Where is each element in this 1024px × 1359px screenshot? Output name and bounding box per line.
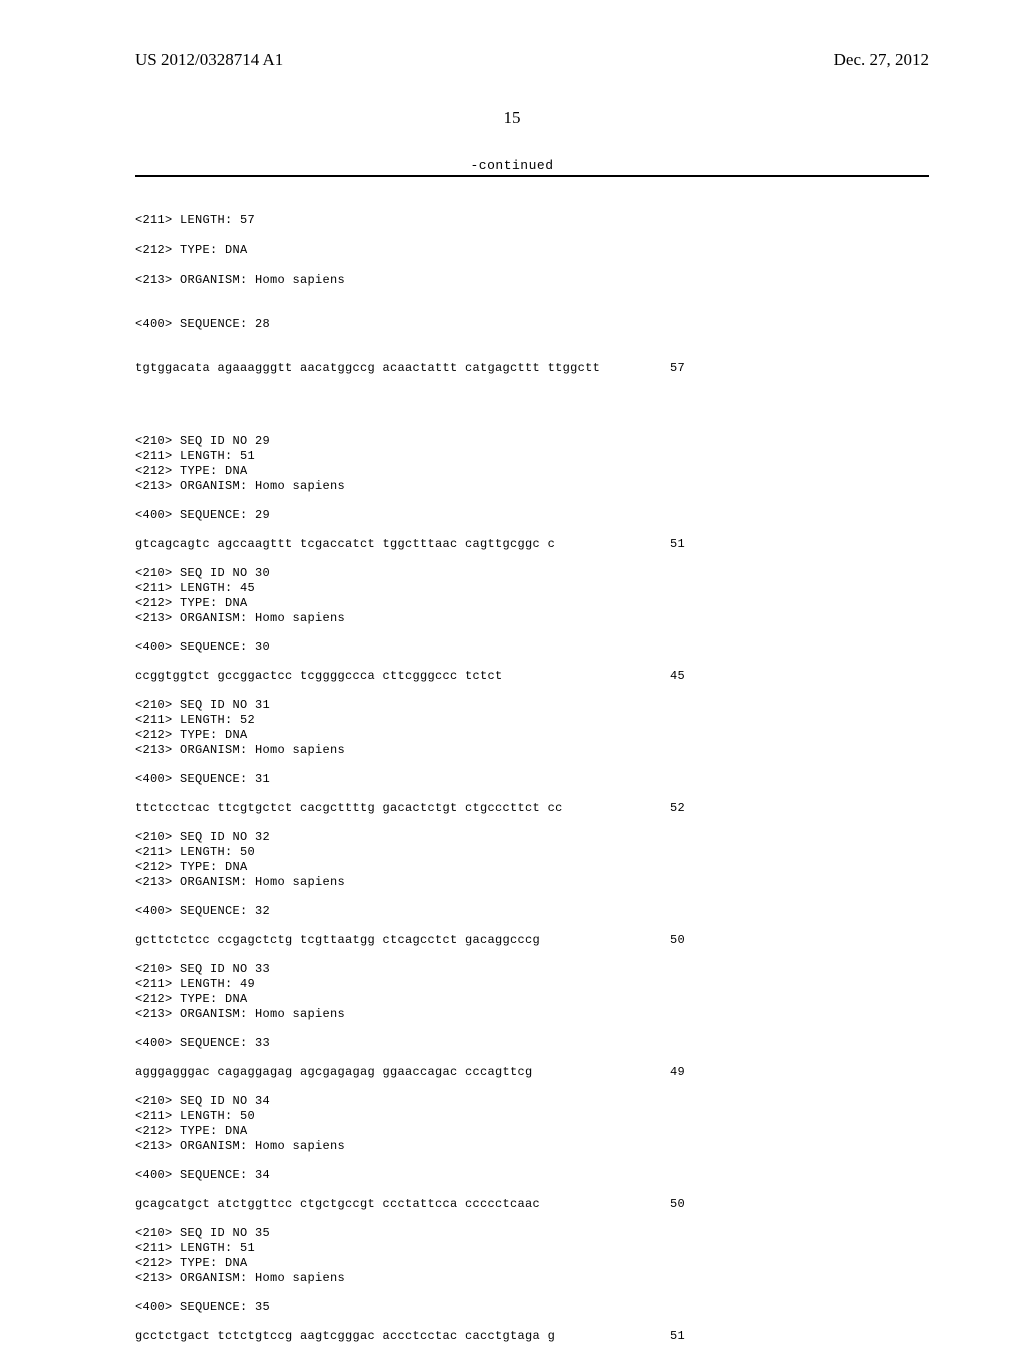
- seq-label: <400> SEQUENCE: 32: [135, 904, 929, 919]
- seq-data-line: tgtggacata agaaagggtt aacatggccg acaacta…: [135, 361, 695, 376]
- seq-data-line: gcagcatgct atctggttcc ctgctgccgt ccctatt…: [135, 1197, 695, 1212]
- page-header: US 2012/0328714 A1 Dec. 27, 2012: [0, 0, 1024, 70]
- seq-label: <400> SEQUENCE: 31: [135, 772, 929, 787]
- seq-meta-line: <210> SEQ ID NO 29: [135, 434, 929, 449]
- seq-meta-line: <213> ORGANISM: Homo sapiens: [135, 1139, 929, 1154]
- continued-label: -continued: [0, 158, 1024, 173]
- seq-meta-line: <213> ORGANISM: Homo sapiens: [135, 875, 929, 890]
- seq-label: <400> SEQUENCE: 33: [135, 1036, 929, 1051]
- seq-text: tgtggacata agaaagggtt aacatggccg acaacta…: [135, 361, 600, 376]
- page-number: 15: [0, 108, 1024, 128]
- seq-meta-line: <211> LENGTH: 57: [135, 213, 929, 228]
- seq-data-line: ccggtggtct gccggactcc tcggggccca cttcggg…: [135, 669, 695, 684]
- seq-meta-line: <210> SEQ ID NO 34: [135, 1094, 929, 1109]
- seq-meta-line: <212> TYPE: DNA: [135, 596, 929, 611]
- seq-meta-line: <212> TYPE: DNA: [135, 992, 929, 1007]
- seq-label: <400> SEQUENCE: 35: [135, 1300, 929, 1315]
- seq-meta-line: <210> SEQ ID NO 32: [135, 830, 929, 845]
- sequence-block: <210> SEQ ID NO 29<211> LENGTH: 51<212> …: [135, 434, 929, 552]
- seq-length: 45: [670, 669, 695, 684]
- seq-text: agggagggac cagaggagag agcgagagag ggaacca…: [135, 1065, 533, 1080]
- seq-length: 51: [670, 537, 695, 552]
- seq-meta-line: <212> TYPE: DNA: [135, 464, 929, 479]
- seq-text: gcttctctcc ccgagctctg tcgttaatgg ctcagcc…: [135, 933, 540, 948]
- publication-number: US 2012/0328714 A1: [135, 50, 283, 70]
- sequence-block: <210> SEQ ID NO 32<211> LENGTH: 50<212> …: [135, 830, 929, 948]
- sequence-listing: <211> LENGTH: 57 <212> TYPE: DNA <213> O…: [0, 177, 1024, 1359]
- seq-meta-line: <213> ORGANISM: Homo sapiens: [135, 743, 929, 758]
- seq-meta-line: <211> LENGTH: 52: [135, 713, 929, 728]
- seq-meta-line: <211> LENGTH: 49: [135, 977, 929, 992]
- seq-text: gcagcatgct atctggttcc ctgctgccgt ccctatt…: [135, 1197, 540, 1212]
- seq-meta-line: <212> TYPE: DNA: [135, 860, 929, 875]
- seq-length: 57: [670, 361, 695, 376]
- seq-meta-line: <213> ORGANISM: Homo sapiens: [135, 1271, 929, 1286]
- seq-length: 52: [670, 801, 695, 816]
- seq-meta-line: <213> ORGANISM: Homo sapiens: [135, 611, 929, 626]
- seq-meta-line: <211> LENGTH: 50: [135, 845, 929, 860]
- seq-meta-line: <212> TYPE: DNA: [135, 1124, 929, 1139]
- sequence-block: <210> SEQ ID NO 33<211> LENGTH: 49<212> …: [135, 962, 929, 1080]
- sequence-block: <210> SEQ ID NO 31<211> LENGTH: 52<212> …: [135, 698, 929, 816]
- seq-length: 51: [670, 1329, 695, 1344]
- seq-data-line: gcttctctcc ccgagctctg tcgttaatgg ctcagcc…: [135, 933, 695, 948]
- seq-label: <400> SEQUENCE: 29: [135, 508, 929, 523]
- seq-meta-line: <211> LENGTH: 45: [135, 581, 929, 596]
- sequence-block: <210> SEQ ID NO 35<211> LENGTH: 51<212> …: [135, 1226, 929, 1344]
- seq-data-line: agggagggac cagaggagag agcgagagag ggaacca…: [135, 1065, 695, 1080]
- seq-data-line: gcctctgact tctctgtccg aagtcgggac accctcc…: [135, 1329, 695, 1344]
- seq-label: <400> SEQUENCE: 30: [135, 640, 929, 655]
- seq-length: 50: [670, 1197, 695, 1212]
- seq-length: 50: [670, 933, 695, 948]
- seq-label: <400> SEQUENCE: 28: [135, 317, 929, 332]
- seq-text: gcctctgact tctctgtccg aagtcgggac accctcc…: [135, 1329, 555, 1344]
- seq-label: <400> SEQUENCE: 34: [135, 1168, 929, 1183]
- sequence-block-28-tail: <211> LENGTH: 57 <212> TYPE: DNA <213> O…: [135, 198, 929, 405]
- seq-meta-line: <212> TYPE: DNA: [135, 728, 929, 743]
- seq-meta-line: <211> LENGTH: 51: [135, 1241, 929, 1256]
- seq-meta-line: <213> ORGANISM: Homo sapiens: [135, 273, 929, 288]
- seq-meta-line: <210> SEQ ID NO 30: [135, 566, 929, 581]
- seq-meta-line: <212> TYPE: DNA: [135, 243, 929, 258]
- publication-date: Dec. 27, 2012: [834, 50, 929, 70]
- seq-meta-line: <211> LENGTH: 51: [135, 449, 929, 464]
- seq-meta-line: <213> ORGANISM: Homo sapiens: [135, 1007, 929, 1022]
- seq-data-line: ttctcctcac ttcgtgctct cacgcttttg gacactc…: [135, 801, 695, 816]
- seq-text: ttctcctcac ttcgtgctct cacgcttttg gacactc…: [135, 801, 563, 816]
- seq-text: ccggtggtct gccggactcc tcggggccca cttcggg…: [135, 669, 503, 684]
- seq-meta-line: <210> SEQ ID NO 33: [135, 962, 929, 977]
- seq-length: 49: [670, 1065, 695, 1080]
- seq-meta-line: <210> SEQ ID NO 35: [135, 1226, 929, 1241]
- seq-meta-line: <211> LENGTH: 50: [135, 1109, 929, 1124]
- seq-data-line: gtcagcagtc agccaagttt tcgaccatct tggcttt…: [135, 537, 695, 552]
- seq-text: gtcagcagtc agccaagttt tcgaccatct tggcttt…: [135, 537, 555, 552]
- seq-meta-line: <212> TYPE: DNA: [135, 1256, 929, 1271]
- sequence-block: <210> SEQ ID NO 34<211> LENGTH: 50<212> …: [135, 1094, 929, 1212]
- seq-meta-line: <210> SEQ ID NO 31: [135, 698, 929, 713]
- sequence-block: <210> SEQ ID NO 30<211> LENGTH: 45<212> …: [135, 566, 929, 684]
- seq-meta-line: <213> ORGANISM: Homo sapiens: [135, 479, 929, 494]
